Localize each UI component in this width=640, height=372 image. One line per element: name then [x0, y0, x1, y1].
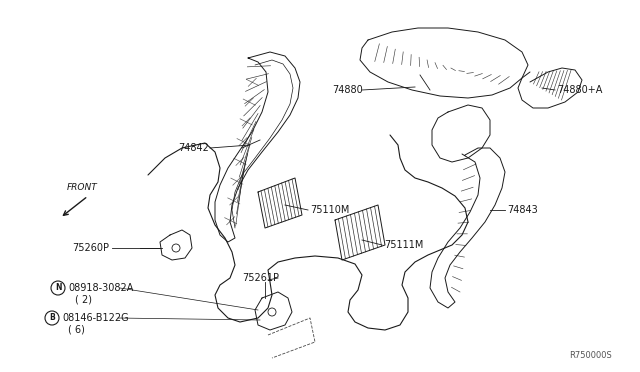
- Text: ( 6): ( 6): [68, 325, 85, 335]
- Text: R750000S: R750000S: [569, 351, 612, 360]
- Text: B: B: [49, 314, 55, 323]
- Text: 08918-3082A: 08918-3082A: [68, 283, 133, 293]
- Text: 74880+A: 74880+A: [557, 85, 602, 95]
- Text: 75110M: 75110M: [310, 205, 349, 215]
- Text: 74880: 74880: [332, 85, 363, 95]
- Text: 74843: 74843: [507, 205, 538, 215]
- Text: FRONT: FRONT: [67, 183, 97, 192]
- Text: 75261P: 75261P: [242, 273, 279, 283]
- Text: 75111M: 75111M: [384, 240, 424, 250]
- Text: 08146-B122G: 08146-B122G: [62, 313, 129, 323]
- Text: 74842: 74842: [178, 143, 209, 153]
- Text: 75260P: 75260P: [72, 243, 109, 253]
- Text: N: N: [55, 283, 61, 292]
- Text: ( 2): ( 2): [75, 295, 92, 305]
